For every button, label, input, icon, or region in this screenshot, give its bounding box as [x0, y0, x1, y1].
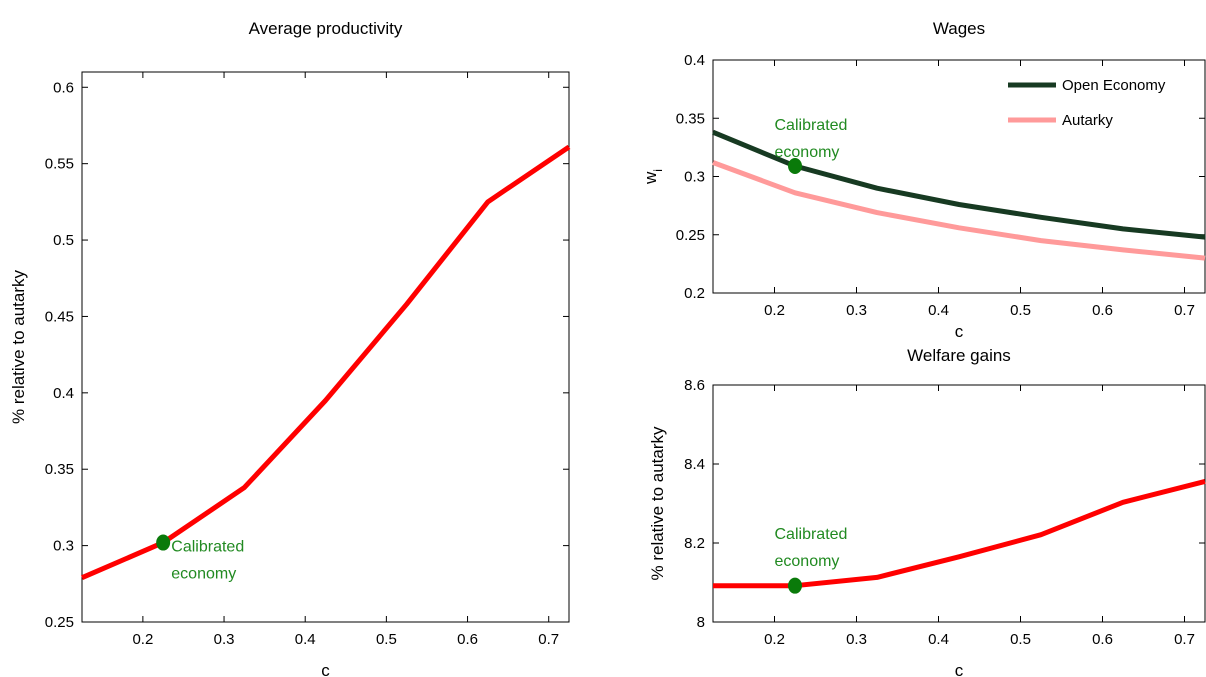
- x-tick-label: 0.7: [1174, 302, 1195, 319]
- x-tick-label: 0.5: [1010, 302, 1031, 319]
- x-tick-label: 0.4: [295, 631, 316, 648]
- y-tick-label: 0.2: [684, 285, 705, 302]
- x-axis-label: c: [955, 322, 964, 341]
- x-tick-label: 0.6: [1092, 631, 1113, 648]
- y-axis-label: wi: [641, 169, 665, 185]
- legend-label: Open Economy: [1062, 77, 1166, 94]
- calibrated-economy-annotation: Calibrated economy: [775, 117, 848, 161]
- y-tick-label: 0.3: [53, 538, 74, 555]
- y-tick-label: 0.6: [53, 79, 74, 96]
- chart-average-productivity: 0.2 0.3 0.4 0.5 0.6 0.7 0.25 0.3 0.35 0.4 0.45 0.5 0…: [9, 19, 571, 677]
- y-tick-label: 8.4: [684, 456, 705, 473]
- chart-title: Average productivity: [249, 19, 403, 38]
- calibrated-economy-annotation: Calibrated economy: [775, 526, 848, 570]
- calibrated-economy-marker: [156, 534, 171, 551]
- y-axis-label: % relative to autarky: [9, 269, 28, 424]
- y-tick-label: 8.2: [684, 535, 705, 552]
- plot-frame: [712, 384, 1206, 623]
- x-tick-label: 0.2: [764, 302, 785, 319]
- y-axis-label: % relative to autarky: [648, 426, 667, 581]
- annotation-line: economy: [775, 144, 840, 161]
- chart-title: Welfare gains: [907, 346, 1011, 365]
- chart-welfare-gains: 0.2 0.3 0.4 0.5 0.6 0.7 8 8.2 8.4 8.6 Welfare gain…: [648, 346, 1206, 677]
- y-tick-label: 0.55: [45, 156, 74, 173]
- y-tick-label: 0.25: [45, 614, 74, 631]
- annotation-line: Calibrated: [171, 539, 244, 556]
- y-tick-label: 0.4: [53, 385, 74, 402]
- calibrated-economy-annotation: Calibrated economy: [171, 539, 244, 583]
- y-tick-label: 8: [697, 614, 705, 631]
- x-axis-label: c: [955, 661, 964, 677]
- legend-label: Autarky: [1062, 112, 1113, 129]
- y-axis-label-subscript: i: [651, 169, 665, 172]
- y-tick-label: 0.35: [676, 110, 705, 127]
- y-tick-label: 0.35: [45, 461, 74, 478]
- x-axis-label: c: [321, 661, 330, 677]
- annotation-line: Calibrated: [775, 526, 848, 543]
- x-tick-label: 0.4: [928, 631, 949, 648]
- x-tick-label: 0.6: [457, 631, 478, 648]
- x-tick-label: 0.7: [1174, 631, 1195, 648]
- annotation-line: Calibrated: [775, 117, 848, 134]
- x-tick-label: 0.3: [214, 631, 235, 648]
- x-tick-label: 0.5: [376, 631, 397, 648]
- x-tick-label: 0.7: [538, 631, 559, 648]
- calibrated-economy-marker: [788, 158, 802, 175]
- chart-wages: 0.2 0.3 0.4 0.5 0.6 0.7 0.2 0.25 0.3 0.35 0.4 Wages…: [641, 19, 1206, 341]
- series-line: [81, 144, 571, 580]
- x-tick-label: 0.2: [132, 631, 153, 648]
- annotation-line: economy: [775, 553, 840, 570]
- y-tick-label: 0.3: [684, 169, 705, 186]
- series-line-autarky: [712, 160, 1206, 261]
- chart-title: Wages: [933, 19, 985, 38]
- calibrated-economy-marker: [788, 577, 802, 594]
- x-tick-label: 0.6: [1092, 302, 1113, 319]
- y-tick-label: 0.4: [684, 52, 705, 69]
- x-tick-label: 0.5: [1010, 631, 1031, 648]
- x-tick-label: 0.3: [846, 302, 867, 319]
- y-tick-label: 0.45: [45, 308, 74, 325]
- plot-frame: [712, 59, 1206, 294]
- y-tick-label: 0.5: [53, 232, 74, 249]
- plot-frame: [81, 71, 570, 623]
- y-tick-label: 0.25: [676, 227, 705, 244]
- y-tick-label: 8.6: [684, 377, 705, 394]
- x-tick-label: 0.2: [764, 631, 785, 648]
- x-tick-label: 0.4: [928, 302, 949, 319]
- annotation-line: economy: [171, 566, 236, 583]
- x-tick-label: 0.3: [846, 631, 867, 648]
